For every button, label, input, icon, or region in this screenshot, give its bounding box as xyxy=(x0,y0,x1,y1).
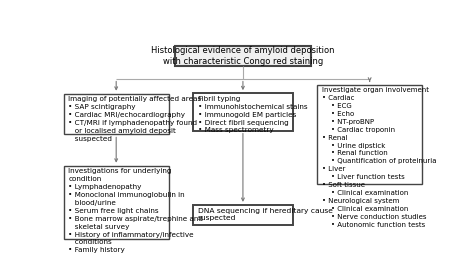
Text: Investigate organ involvement
• Cardiac
    • ECG
    • Echo
    • NT-proBNP
   : Investigate organ involvement • Cardiac … xyxy=(322,87,436,228)
Text: DNA sequencing if hereditary cause
suspected: DNA sequencing if hereditary cause suspe… xyxy=(198,208,333,222)
FancyBboxPatch shape xyxy=(193,93,292,131)
FancyBboxPatch shape xyxy=(64,94,169,134)
FancyBboxPatch shape xyxy=(317,85,422,184)
FancyBboxPatch shape xyxy=(64,166,169,239)
Text: Fibril typing
• Immunohistochemical stains
• Immunogold EM particles
• Direct fi: Fibril typing • Immunohistochemical stai… xyxy=(198,96,307,133)
FancyBboxPatch shape xyxy=(175,46,311,66)
Text: Histological evidence of amyloid deposition
with characteristic Congo red staini: Histological evidence of amyloid deposit… xyxy=(151,46,335,66)
Text: Imaging of potentially affected areas
• SAP scintigraphy
• Cardiac MRI/echocardi: Imaging of potentially affected areas • … xyxy=(68,97,201,142)
FancyBboxPatch shape xyxy=(193,205,292,225)
Text: Investigations for underlying
condition
• Lymphadenopathy
• Monoclonal immunoglo: Investigations for underlying condition … xyxy=(68,169,203,253)
